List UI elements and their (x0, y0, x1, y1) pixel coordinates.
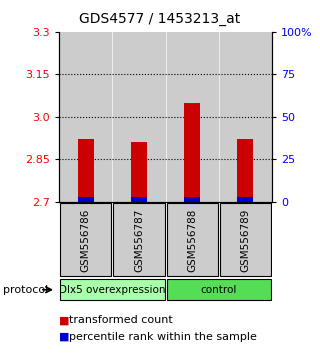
Text: control: control (201, 285, 237, 295)
Bar (167, 32, 218, 202)
Bar (60, 279, 164, 301)
Bar (114, 203, 164, 276)
Text: GSM556786: GSM556786 (81, 208, 91, 272)
Text: GDS4577 / 1453213_at: GDS4577 / 1453213_at (79, 12, 241, 27)
Bar (78, 139, 94, 202)
Text: GSM556789: GSM556789 (240, 208, 251, 272)
Text: Dlx5 overexpression: Dlx5 overexpression (59, 285, 166, 295)
Text: protocol: protocol (3, 285, 48, 295)
Bar (131, 197, 147, 202)
Bar (184, 103, 200, 202)
Text: ■: ■ (59, 332, 70, 342)
Bar (131, 142, 147, 202)
Bar (237, 139, 253, 202)
Text: percentile rank within the sample: percentile rank within the sample (69, 332, 257, 342)
Bar (114, 32, 164, 202)
Bar (167, 203, 218, 276)
Text: ■: ■ (59, 315, 70, 325)
Bar (78, 197, 94, 202)
Text: GSM556787: GSM556787 (134, 208, 144, 272)
Bar (184, 197, 200, 202)
Text: transformed count: transformed count (69, 315, 172, 325)
Bar (60, 32, 111, 202)
Bar (220, 203, 271, 276)
Bar (220, 32, 271, 202)
Bar (167, 279, 271, 301)
Bar (237, 197, 253, 202)
Text: GSM556788: GSM556788 (187, 208, 197, 272)
Bar (60, 203, 111, 276)
